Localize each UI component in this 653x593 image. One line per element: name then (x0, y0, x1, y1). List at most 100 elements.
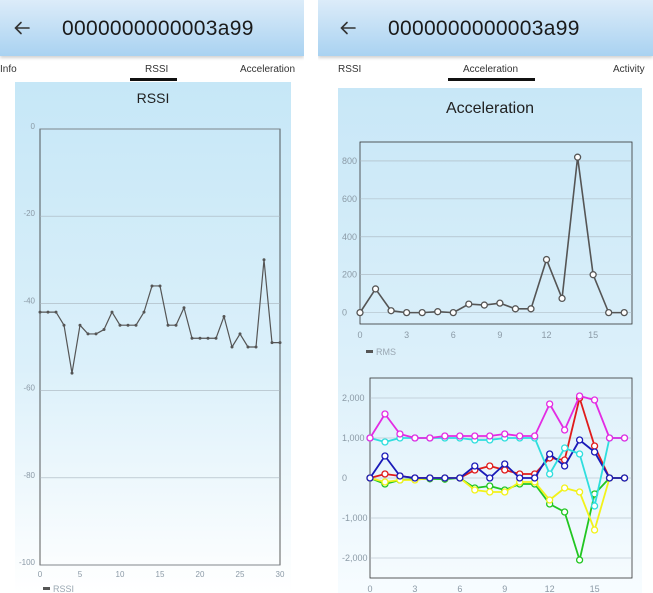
data-point (238, 332, 242, 336)
data-point (38, 310, 42, 314)
data-point (396, 430, 404, 438)
data-point (198, 336, 202, 340)
acceleration-screen: 0000000000003a99 RSSI Acceleration Activ… (318, 0, 653, 593)
y-tick-label: 1,000 (342, 433, 365, 443)
series-line-rssi (40, 259, 280, 374)
data-point (278, 341, 282, 345)
x-tick-label: 9 (497, 330, 502, 340)
data-point (418, 308, 426, 317)
data-point (396, 472, 404, 480)
x-tick-label: 3 (404, 330, 409, 340)
data-point (496, 299, 504, 307)
y-tick-label: 0 (342, 473, 347, 483)
y-tick-label: -60 (23, 384, 35, 393)
data-point (434, 308, 442, 316)
data-point (546, 470, 554, 478)
y-tick-label: 200 (342, 270, 357, 280)
data-point (134, 323, 138, 327)
data-point (381, 452, 389, 460)
y-tick-label: 600 (342, 194, 357, 204)
data-point (486, 462, 494, 470)
data-point (366, 474, 374, 482)
data-point (573, 153, 582, 161)
data-point (605, 474, 614, 482)
chart-area: RSSI 0 -20 -40 -60 -80 -100 0 5 10 15 20 25 30 RSSI (15, 82, 291, 593)
device-title: 0000000000003a99 (388, 17, 580, 40)
data-point (366, 434, 374, 442)
data-point (620, 474, 629, 482)
data-point (590, 502, 599, 510)
y-tick-label: -100 (19, 558, 36, 567)
legend-label: RSSI (53, 584, 74, 593)
data-point (589, 271, 597, 279)
tab-rssi[interactable]: RSSI (145, 64, 169, 75)
data-point (62, 323, 66, 327)
active-tab-indicator (130, 78, 177, 81)
x-tick-label: 15 (156, 570, 165, 579)
data-point (411, 434, 419, 442)
series-line-rms (359, 156, 625, 314)
tab-acceleration[interactable]: Acceleration (240, 64, 296, 75)
x-tick-label: 3 (412, 584, 417, 593)
rssi-screen: 0000000000003a99 Info RSSI Acceleration … (0, 0, 304, 593)
x-tick-label: 6 (451, 330, 456, 340)
tab-acceleration[interactable]: Acceleration (463, 64, 519, 75)
y-tick-label: -1,000 (342, 513, 368, 523)
data-point (480, 301, 488, 309)
data-point (206, 336, 210, 340)
data-point (575, 450, 584, 458)
tab-info[interactable]: Info (0, 64, 17, 75)
data-point (426, 434, 434, 442)
data-point (575, 436, 584, 444)
rms-chart: 0 200 400 600 800 0 3 6 9 12 15 RMS (342, 141, 633, 357)
data-point (371, 285, 380, 293)
legend-label: RMS (376, 347, 396, 357)
series-line-x-min (369, 477, 625, 561)
data-point (86, 332, 90, 336)
data-point (381, 470, 389, 478)
data-point (270, 341, 274, 345)
tab-rssi[interactable]: RSSI (338, 64, 362, 75)
data-point (118, 323, 122, 327)
y-tick-label: 800 (342, 156, 357, 166)
y-tick-label: -20 (23, 209, 35, 218)
x-tick-label: 0 (357, 330, 362, 340)
x-tick-label: 12 (542, 330, 552, 340)
y-tick-label: 400 (342, 232, 357, 242)
data-point (158, 284, 162, 288)
data-point (527, 305, 535, 313)
x-tick-label: 9 (502, 584, 507, 593)
data-point (590, 448, 599, 456)
data-point (471, 462, 479, 470)
data-point (70, 371, 74, 375)
back-arrow-icon[interactable] (10, 16, 34, 40)
data-point (531, 432, 539, 440)
data-point (558, 294, 566, 303)
data-point (441, 474, 449, 482)
data-point (560, 426, 569, 434)
data-point (575, 392, 584, 400)
data-point (174, 323, 178, 327)
data-point (501, 460, 509, 468)
data-point (486, 474, 494, 482)
app-bar: 0000000000003a99 (318, 0, 653, 56)
plot-frame (359, 141, 633, 325)
x-tick-label: 15 (590, 584, 600, 593)
x-tick-label: 6 (457, 584, 462, 593)
tab-bar: RSSI Acceleration Activity (318, 58, 653, 82)
device-title: 0000000000003a99 (62, 17, 254, 40)
data-point (150, 284, 154, 288)
data-point (54, 310, 58, 314)
y-tick-label: -80 (23, 471, 35, 480)
x-tick-label: 12 (545, 584, 555, 593)
x-tick-label: 0 (38, 570, 43, 579)
data-point (501, 488, 509, 496)
data-point (246, 345, 250, 349)
tab-activity[interactable]: Activity (613, 64, 645, 75)
back-arrow-icon[interactable] (336, 16, 360, 40)
data-point (449, 308, 457, 317)
data-point (486, 488, 494, 496)
data-point (511, 305, 520, 313)
data-point (254, 345, 258, 349)
